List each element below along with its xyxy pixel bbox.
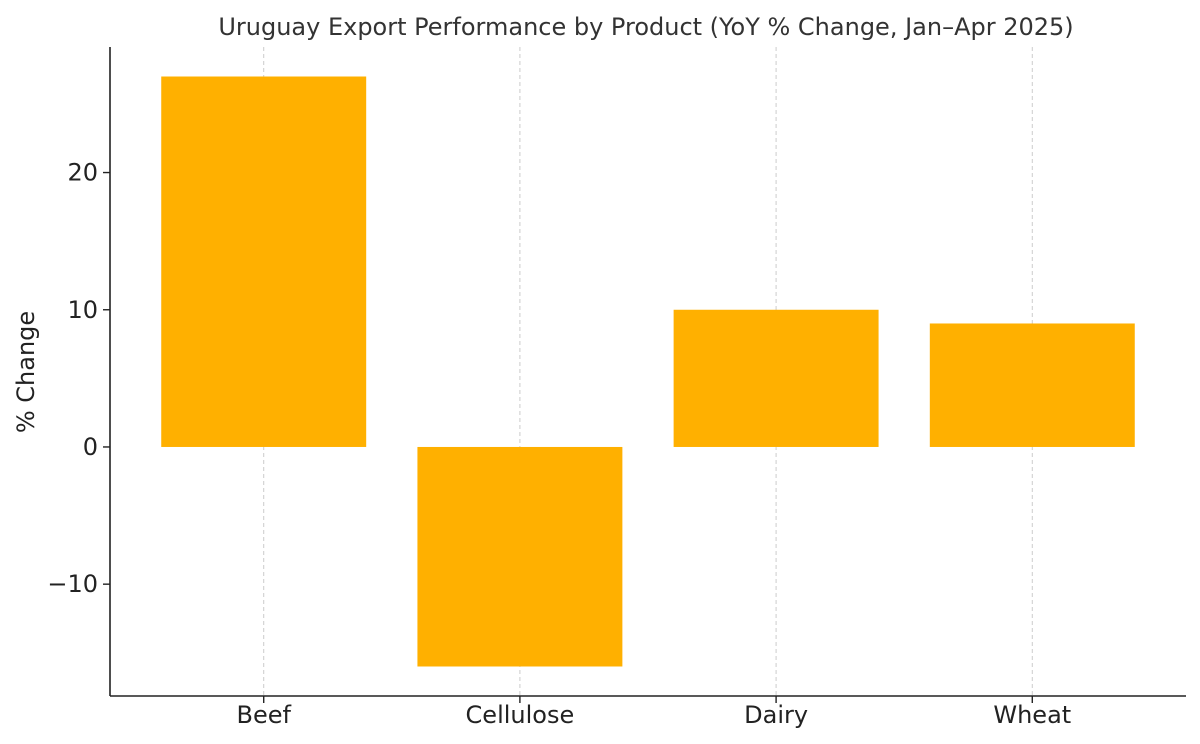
y-tick-label: 20 [67,159,98,187]
y-axis-label: % Change [12,311,40,433]
y-tick-label: 0 [83,433,98,461]
bars [161,76,1135,667]
y-tick-label: −10 [47,570,98,598]
x-tick-label-wheat: Wheat [993,701,1071,729]
bar-wheat [929,323,1135,447]
y-tick-label: 10 [67,296,98,324]
bar-cellulose [417,446,623,667]
x-tick-label-beef: Beef [236,701,291,729]
axes [109,47,1186,697]
bar-beef [161,76,367,447]
x-tick-label-cellulose: Cellulose [466,701,575,729]
grid-lines [263,47,1033,696]
x-tick-label-dairy: Dairy [744,701,808,729]
chart-title: Uruguay Export Performance by Product (Y… [218,13,1073,41]
y-ticks: −10 0 10 20 [47,159,110,598]
x-ticks: Beef Cellulose Dairy Wheat [236,696,1071,729]
bar-dairy [673,309,879,447]
